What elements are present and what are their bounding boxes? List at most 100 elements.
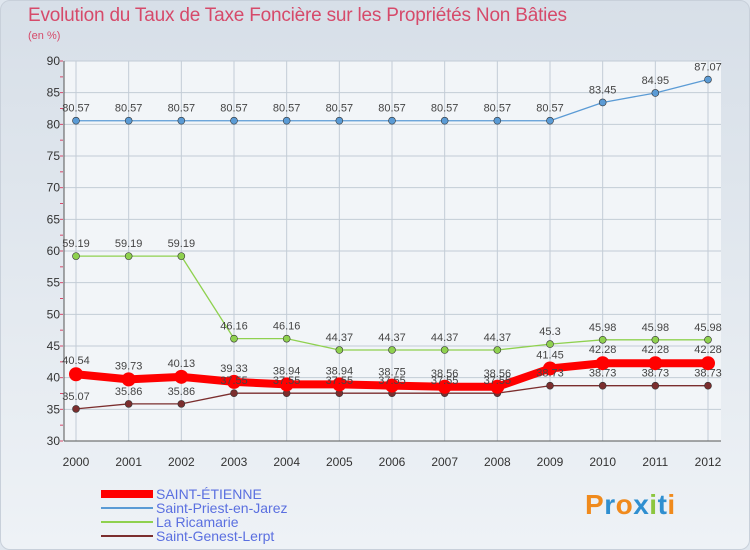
legend-item: Saint-Genest-Lerpt (101, 529, 288, 543)
y-tick-label: 45 (47, 339, 61, 353)
x-tick-label: 2001 (115, 455, 142, 469)
data-point (651, 335, 660, 344)
data-label: 42.28 (694, 344, 722, 356)
legend-swatch-saint-genest (101, 535, 153, 537)
data-label: 45.98 (694, 322, 722, 334)
data-point (598, 98, 607, 107)
legend-item: La Ricamarie (101, 515, 288, 529)
y-tick-label: 65 (47, 212, 61, 226)
data-point (598, 335, 607, 344)
data-point (543, 361, 557, 376)
data-point (546, 340, 554, 348)
x-tick-label: 2010 (589, 455, 616, 469)
data-point (704, 75, 712, 84)
data-point (440, 116, 449, 125)
data-label: 39.33 (220, 363, 248, 375)
y-tick-label: 35 (47, 402, 61, 416)
x-tick-label: 2012 (695, 455, 722, 469)
data-label: 45.3 (539, 326, 560, 338)
data-point (704, 335, 712, 344)
logo-letter: t (657, 489, 668, 520)
data-point (121, 372, 136, 387)
data-label: 59.19 (62, 238, 90, 250)
data-label: 80.57 (484, 103, 512, 115)
data-label: 45.98 (642, 322, 670, 334)
data-label: 80.57 (431, 103, 459, 115)
x-tick-label: 2003 (221, 455, 248, 469)
data-point (598, 381, 607, 390)
data-label: 80.57 (326, 103, 354, 115)
data-point (388, 116, 396, 125)
y-tick-label: 55 (47, 276, 61, 290)
data-label: 87.07 (694, 62, 722, 74)
legend-label: La Ricamarie (156, 514, 239, 530)
y-tick-label: 50 (47, 307, 61, 321)
data-label: 42.28 (642, 344, 670, 356)
data-point (124, 116, 133, 125)
data-label: 80.57 (273, 103, 301, 115)
data-label: 84.95 (642, 75, 670, 87)
data-label: 80.57 (220, 103, 248, 115)
data-label: 44.37 (326, 332, 354, 344)
data-label: 38.94 (326, 365, 354, 377)
y-tick-label: 75 (47, 149, 61, 163)
data-point (651, 381, 660, 390)
legend-swatch-la-ricamarie (101, 521, 153, 523)
data-point (72, 116, 80, 125)
data-point (72, 252, 80, 260)
data-label: 39.73 (115, 360, 143, 372)
x-tick-label: 2000 (63, 455, 90, 469)
data-point (174, 369, 189, 384)
data-label: 80.57 (168, 103, 196, 115)
y-tick-label: 70 (47, 181, 61, 195)
data-point (124, 400, 133, 408)
data-label: 37.55 (431, 375, 459, 387)
y-axis-unit: (en %) (28, 30, 61, 42)
data-point (282, 334, 291, 343)
data-label: 35.07 (62, 391, 90, 403)
legend-label: SAINT-ÉTIENNE (156, 486, 262, 502)
data-label: 37.55 (326, 375, 354, 387)
data-label: 44.37 (484, 332, 512, 344)
legend-item: SAINT-ÉTIENNE (101, 487, 288, 501)
data-label: 37.55 (484, 375, 512, 387)
y-tick-label: 30 (47, 434, 61, 448)
x-tick-label: 2008 (484, 455, 511, 469)
data-label: 38.73 (589, 368, 617, 380)
data-point (388, 346, 396, 354)
x-tick-label: 2011 (642, 455, 668, 469)
logo-letter: i (649, 489, 658, 520)
x-tick-label: 2004 (273, 455, 300, 469)
data-point (177, 400, 186, 408)
data-label: 38.73 (694, 368, 722, 380)
data-point (72, 405, 80, 413)
x-tick-label: 2007 (431, 455, 458, 469)
data-label: 38.56 (484, 368, 512, 380)
data-label: 38.73 (536, 368, 564, 380)
data-point (651, 89, 660, 97)
data-point (440, 346, 449, 354)
data-point (490, 379, 505, 394)
y-tick-label: 80 (47, 117, 61, 131)
data-label: 83.45 (589, 84, 617, 96)
data-label: 46.16 (273, 321, 301, 333)
data-label: 59.19 (168, 238, 196, 250)
data-point (335, 116, 344, 125)
data-label: 40.13 (168, 358, 196, 370)
x-tick-label: 2009 (537, 455, 564, 469)
data-label: 44.37 (378, 332, 406, 344)
data-point (595, 356, 610, 371)
legend-label: Saint-Genest-Lerpt (156, 528, 275, 544)
logo-letter: r (604, 489, 616, 520)
logo-letter: i (667, 489, 676, 520)
data-label: 80.57 (62, 103, 90, 115)
data-point (230, 389, 238, 397)
data-label: 40.54 (62, 355, 90, 367)
data-point (335, 346, 344, 354)
chart-title: Evolution du Taux de Taxe Foncière sur l… (28, 5, 567, 26)
data-label: 45.98 (589, 322, 617, 334)
data-point (493, 346, 502, 354)
data-point (546, 381, 554, 390)
y-tick-label: 40 (47, 371, 61, 385)
